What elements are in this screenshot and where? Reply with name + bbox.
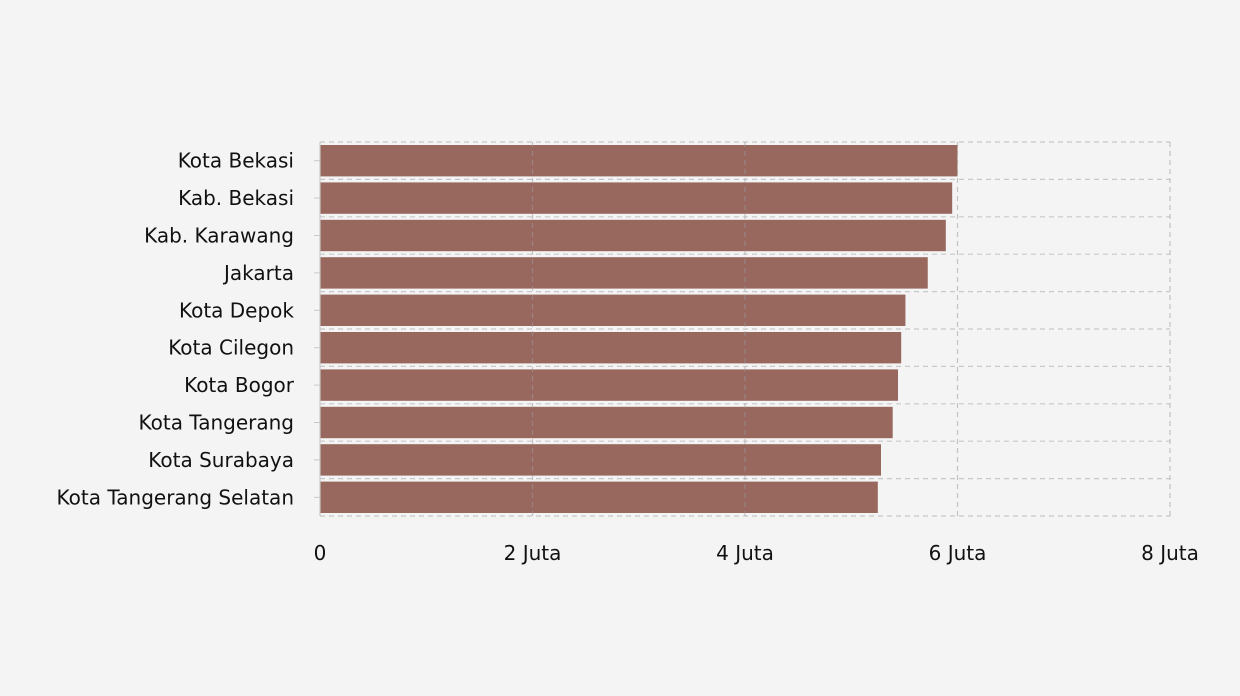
bar [320, 406, 893, 439]
category-label: Kota Depok [179, 298, 294, 322]
category-label: Jakarta [222, 261, 294, 285]
category-labels: Kota Bekasi Kab. Bekasi Kab. Karawang Jakar… [57, 149, 320, 509]
bar [320, 369, 898, 401]
x-tick-label: 6 Juta [929, 541, 987, 565]
x-tick-label: 2 Juta [504, 541, 562, 565]
x-tick-label: 8 Juta [1141, 541, 1199, 565]
bar [320, 294, 906, 326]
category-label: Kab. Bekasi [178, 186, 294, 210]
x-tick-label: 0 [314, 541, 327, 565]
bar [320, 145, 958, 177]
x-tick-label: 4 Juta [716, 541, 774, 565]
category-label: Kab. Karawang [144, 224, 294, 248]
bars [320, 145, 958, 513]
category-label: Kota Bekasi [178, 149, 294, 173]
category-label: Kota Cilegon [168, 336, 294, 360]
bar [320, 481, 878, 513]
category-label: Kota Surabaya [148, 448, 294, 472]
category-label: Kota Bogor [184, 373, 295, 397]
bar [320, 219, 946, 252]
vertical-grid-lines [319, 142, 1171, 516]
bar [320, 257, 928, 289]
category-label: Kota Tangerang Selatan [57, 485, 294, 509]
x-axis-tick-labels: 0 2 Juta 4 Juta 6 Juta 8 Juta [314, 541, 1199, 565]
category-label: Kota Tangerang [139, 411, 295, 435]
bar [320, 332, 902, 364]
bar [320, 444, 881, 476]
bar [320, 182, 953, 214]
